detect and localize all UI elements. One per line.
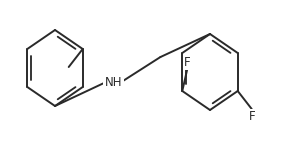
Text: F: F: [249, 111, 255, 123]
Text: NH: NH: [105, 76, 123, 89]
Text: F: F: [184, 55, 191, 69]
